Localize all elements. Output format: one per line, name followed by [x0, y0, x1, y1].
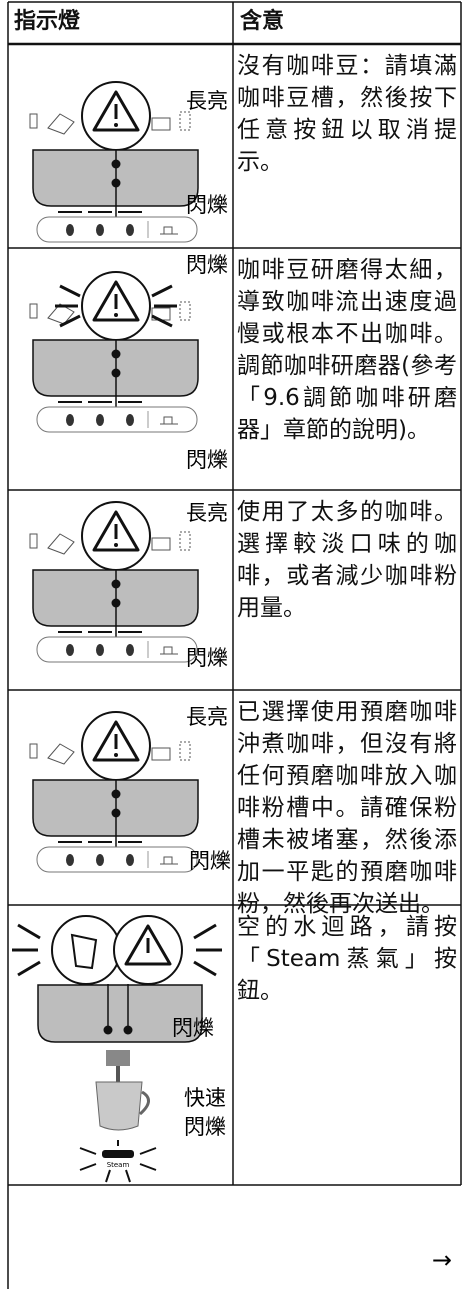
meaning-text: 已選擇使用預磨咖啡沖煮咖啡，但沒有將任何預磨咖啡放入咖啡粉槽中。請確保粉槽未被堵…	[237, 699, 457, 917]
panel-icon	[28, 270, 200, 434]
indicator-label: 閃爍	[186, 646, 228, 670]
panel-icon	[28, 710, 200, 874]
meaning-text: 咖啡豆研磨得太細，導致咖啡流出速度過慢或根本不出咖啡。調節咖啡研磨器(參考「9.…	[237, 257, 457, 443]
button-label: Steam	[107, 1161, 130, 1169]
panel-icon	[28, 80, 200, 244]
indicator-label: 長亮	[186, 705, 228, 729]
indicator-label: 閃爍	[172, 1016, 214, 1040]
meaning-text: 使用了太多的咖啡。選擇較淡口味的咖啡，或者減少咖啡粉用量。	[237, 499, 457, 621]
indicator-label: 閃爍	[186, 253, 228, 277]
panel-icon	[28, 500, 200, 664]
meaning-text: 沒有咖啡豆：請填滿咖啡豆槽，然後按下任意按鈕以取消提示。	[237, 53, 457, 175]
continue-arrow: →	[432, 1246, 452, 1274]
indicator-label: 閃爍	[189, 849, 231, 873]
header-cell: 指示燈	[14, 9, 81, 34]
indicator-label: 快速	[184, 1086, 226, 1110]
table-grid	[7, 1, 462, 1289]
indicator-label: 長亮	[186, 501, 228, 525]
header-cell: 含意	[240, 9, 285, 34]
indicator-label: 閃爍	[184, 1115, 226, 1139]
steam-illustration: Steam	[12, 915, 222, 1183]
meaning-text: 空的水迴路，請按「Steam蒸氣」按鈕。	[237, 914, 457, 1004]
indicator-label: 閃爍	[186, 448, 228, 472]
indicator-label: 閃爍	[186, 193, 228, 217]
indicator-label: 長亮	[186, 89, 228, 113]
